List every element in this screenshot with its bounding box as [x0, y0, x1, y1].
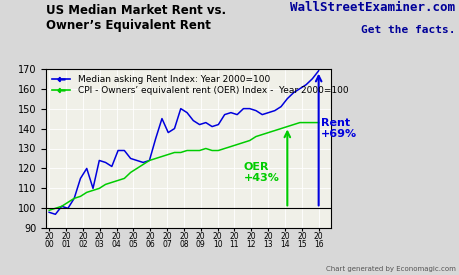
- Text: US Median Market Rent vs.
Owner’s Equivalent Rent: US Median Market Rent vs. Owner’s Equiva…: [46, 4, 226, 32]
- Text: Get the facts.: Get the facts.: [360, 25, 454, 35]
- Text: OER
+43%: OER +43%: [243, 162, 279, 183]
- Text: Rent
+69%: Rent +69%: [320, 118, 357, 139]
- Text: Chart generated by Economagic.com: Chart generated by Economagic.com: [325, 266, 454, 272]
- Legend: Median asking Rent Index: Year 2000=100, CPI - Owners’ equivalent rent (OER) Ind: Median asking Rent Index: Year 2000=100,…: [50, 73, 349, 97]
- Text: WallStreetExaminer.com: WallStreetExaminer.com: [290, 1, 454, 14]
